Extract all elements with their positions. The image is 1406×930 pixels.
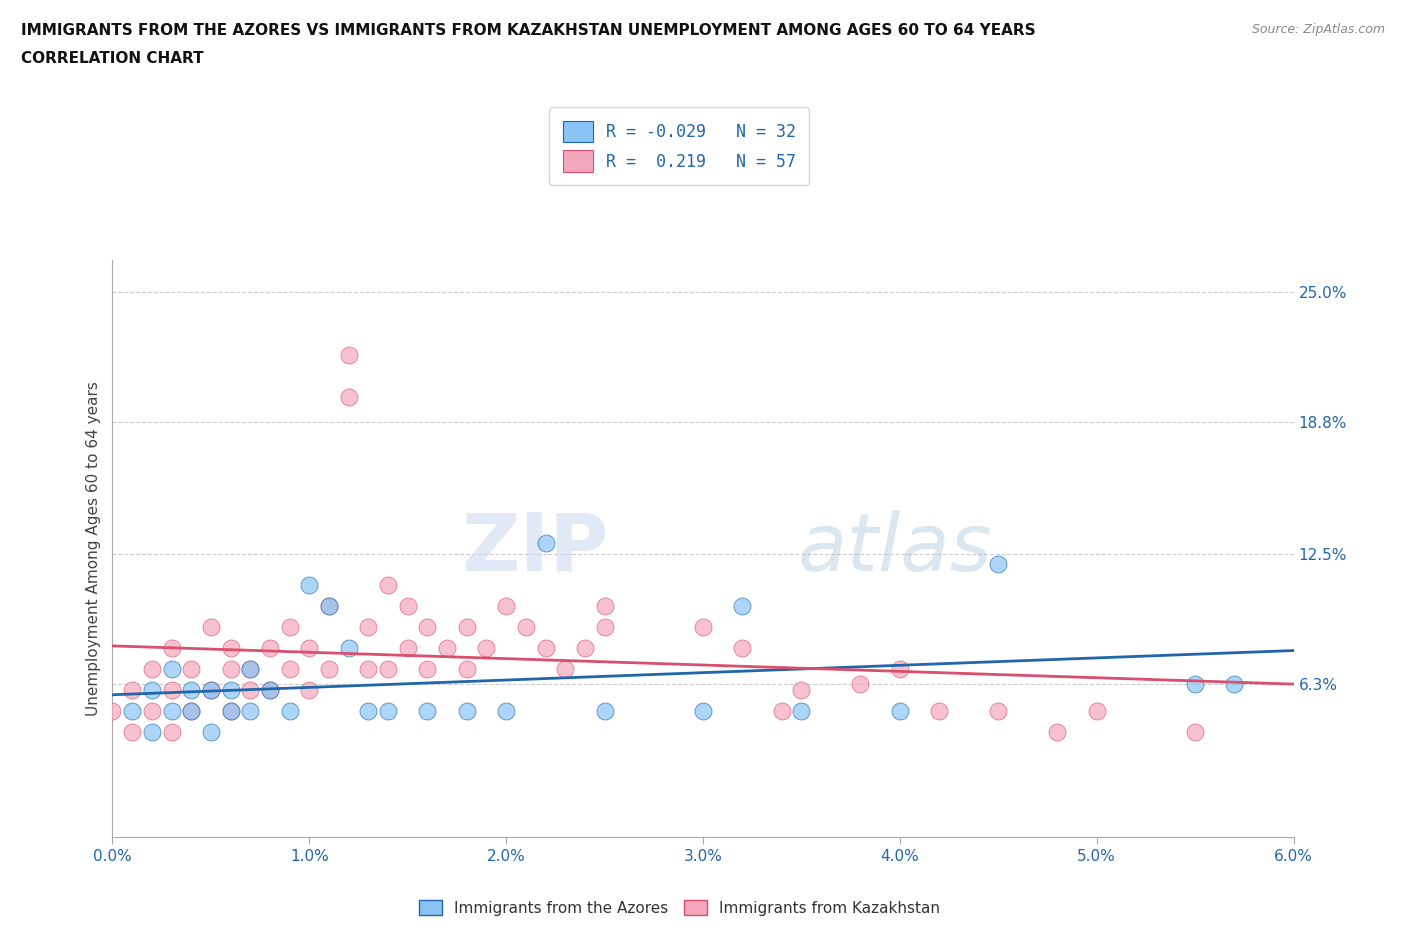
Point bbox=[180, 704, 202, 719]
Point bbox=[593, 704, 616, 719]
Point bbox=[160, 724, 183, 739]
Point bbox=[259, 683, 281, 698]
Point bbox=[121, 683, 143, 698]
Point bbox=[200, 724, 222, 739]
Point bbox=[278, 662, 301, 677]
Point bbox=[692, 704, 714, 719]
Point bbox=[692, 620, 714, 635]
Point bbox=[1046, 724, 1069, 739]
Point bbox=[141, 683, 163, 698]
Point bbox=[219, 704, 242, 719]
Point bbox=[160, 704, 183, 719]
Point bbox=[121, 724, 143, 739]
Point bbox=[416, 704, 439, 719]
Point bbox=[121, 704, 143, 719]
Point bbox=[790, 683, 813, 698]
Point bbox=[790, 704, 813, 719]
Point bbox=[141, 662, 163, 677]
Point bbox=[278, 620, 301, 635]
Point bbox=[219, 641, 242, 656]
Point bbox=[180, 683, 202, 698]
Point bbox=[357, 662, 380, 677]
Point bbox=[298, 641, 321, 656]
Point bbox=[731, 599, 754, 614]
Point bbox=[1184, 724, 1206, 739]
Point bbox=[200, 683, 222, 698]
Text: CORRELATION CHART: CORRELATION CHART bbox=[21, 51, 204, 66]
Point bbox=[534, 536, 557, 551]
Point bbox=[495, 704, 517, 719]
Point bbox=[337, 347, 360, 362]
Point bbox=[574, 641, 596, 656]
Point bbox=[495, 599, 517, 614]
Point bbox=[377, 578, 399, 592]
Point bbox=[987, 557, 1010, 572]
Point bbox=[475, 641, 498, 656]
Point bbox=[593, 620, 616, 635]
Legend: Immigrants from the Azores, Immigrants from Kazakhstan: Immigrants from the Azores, Immigrants f… bbox=[413, 894, 946, 922]
Point bbox=[160, 641, 183, 656]
Point bbox=[731, 641, 754, 656]
Point bbox=[416, 620, 439, 635]
Point bbox=[141, 724, 163, 739]
Text: IMMIGRANTS FROM THE AZORES VS IMMIGRANTS FROM KAZAKHSTAN UNEMPLOYMENT AMONG AGES: IMMIGRANTS FROM THE AZORES VS IMMIGRANTS… bbox=[21, 23, 1036, 38]
Point bbox=[396, 599, 419, 614]
Point bbox=[318, 599, 340, 614]
Point bbox=[160, 683, 183, 698]
Point bbox=[889, 662, 911, 677]
Point bbox=[239, 704, 262, 719]
Point bbox=[259, 683, 281, 698]
Point bbox=[239, 662, 262, 677]
Point bbox=[101, 704, 124, 719]
Point bbox=[436, 641, 458, 656]
Point bbox=[377, 704, 399, 719]
Point bbox=[987, 704, 1010, 719]
Point bbox=[515, 620, 537, 635]
Point bbox=[1184, 676, 1206, 691]
Point bbox=[200, 620, 222, 635]
Text: ZIP: ZIP bbox=[461, 510, 609, 588]
Point bbox=[1085, 704, 1108, 719]
Point bbox=[377, 662, 399, 677]
Point bbox=[219, 662, 242, 677]
Point bbox=[180, 662, 202, 677]
Point bbox=[770, 704, 793, 719]
Point bbox=[239, 662, 262, 677]
Point bbox=[219, 704, 242, 719]
Point bbox=[357, 704, 380, 719]
Point bbox=[456, 704, 478, 719]
Point bbox=[298, 578, 321, 592]
Text: Source: ZipAtlas.com: Source: ZipAtlas.com bbox=[1251, 23, 1385, 36]
Point bbox=[180, 704, 202, 719]
Point bbox=[456, 662, 478, 677]
Point bbox=[219, 683, 242, 698]
Point bbox=[889, 704, 911, 719]
Point bbox=[318, 599, 340, 614]
Text: atlas: atlas bbox=[797, 510, 993, 588]
Point bbox=[416, 662, 439, 677]
Y-axis label: Unemployment Among Ages 60 to 64 years: Unemployment Among Ages 60 to 64 years bbox=[86, 381, 101, 716]
Point bbox=[298, 683, 321, 698]
Point bbox=[396, 641, 419, 656]
Point bbox=[1223, 676, 1246, 691]
Point bbox=[278, 704, 301, 719]
Point bbox=[259, 641, 281, 656]
Point bbox=[593, 599, 616, 614]
Point bbox=[160, 662, 183, 677]
Point bbox=[239, 683, 262, 698]
Point bbox=[318, 662, 340, 677]
Point bbox=[200, 683, 222, 698]
Point bbox=[849, 676, 872, 691]
Point bbox=[554, 662, 576, 677]
Point bbox=[534, 641, 557, 656]
Point bbox=[456, 620, 478, 635]
Point bbox=[337, 641, 360, 656]
Point bbox=[357, 620, 380, 635]
Point bbox=[141, 704, 163, 719]
Point bbox=[337, 390, 360, 405]
Point bbox=[928, 704, 950, 719]
